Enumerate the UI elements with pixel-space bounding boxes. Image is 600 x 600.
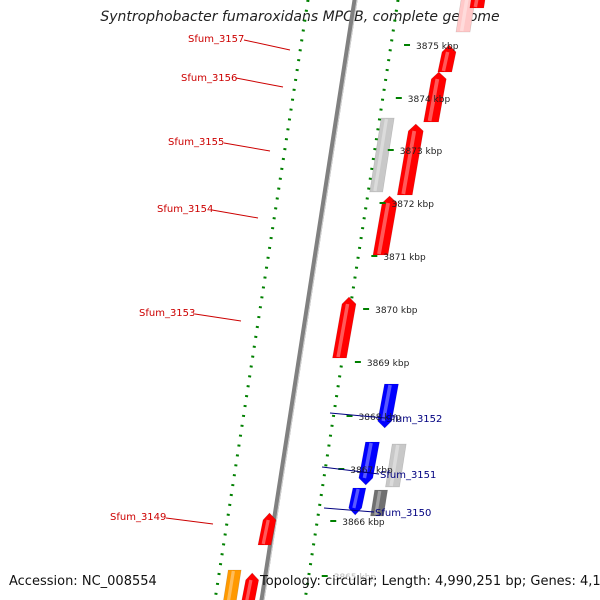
gene-top-red[interactable] [469, 0, 486, 9]
scale-tick-label: 3873 kbp [400, 147, 443, 157]
genome-backbone [259, 0, 358, 600]
scale-tick-label: 3875 kbp [416, 42, 459, 52]
gene-sfum-3153[interactable] [332, 296, 357, 359]
gene-label-sfum-3149[interactable]: Sfum_3149 [110, 512, 166, 523]
gene-sfum-3149[interactable] [257, 512, 277, 546]
scale-tick-label: 3871 kbp [383, 253, 426, 263]
length-value: 4,990,251 bp [435, 574, 522, 589]
gene-sfum-3153-shine [336, 303, 350, 358]
accession-label: Accession: [9, 574, 78, 589]
scale-tick-label: 3865 kbp [334, 573, 377, 583]
gene-sfum-3152[interactable] [377, 383, 399, 429]
gene-label-sfum-3152[interactable]: Sfum_3152 [386, 414, 442, 425]
topology-value: circular [324, 574, 374, 589]
gene-sfum-3157-shine [441, 51, 450, 72]
feature-darkgray-3150[interactable] [370, 489, 388, 517]
scale-tick-label: 3866 kbp [342, 518, 385, 528]
accession-info: Accession: NC_008554 [9, 574, 157, 589]
label-leader-line [165, 517, 214, 525]
gene-label-sfum-3153[interactable]: Sfum_3153 [139, 308, 195, 319]
scale-tick-label: 3872 kbp [392, 200, 435, 210]
genome-stats: Topology: circular; Length: 4,990,251 bp… [260, 574, 600, 589]
genes-value: 4,127 [579, 574, 600, 589]
map-title: Syntrophobacter fumaroxidans MPOB, compl… [100, 9, 500, 25]
gene-sfum-3156-shine [427, 78, 440, 122]
gene-features [222, 0, 486, 600]
feature-gray-3151-shine [389, 444, 400, 487]
gene-sfum-3150[interactable] [348, 487, 367, 516]
label-leader-line [211, 209, 259, 219]
label-leader-line [194, 313, 242, 322]
gene-labels: Sfum_3157 Sfum_3156 Sfum_3155 Sfum_3154 Sfum… [110, 34, 442, 525]
gene-bottom-red[interactable] [240, 572, 260, 600]
feature-gray-3151[interactable] [385, 443, 407, 488]
gene-label-sfum-3150[interactable]: Sfum_3150 [375, 508, 431, 519]
gene-sfum-3155[interactable] [396, 123, 424, 196]
gene-top-red-shine [473, 0, 479, 8]
scale-tick-label: 3870 kbp [375, 306, 418, 316]
gene-sfum-3154[interactable] [372, 195, 398, 256]
scale-tick-label: 3874 kbp [408, 95, 451, 105]
feature-pink-top-shine [459, 0, 469, 32]
backbone-line [259, 0, 358, 600]
label-leader-line [223, 142, 271, 152]
label-leader-line [243, 39, 291, 51]
label-leader-line [321, 466, 380, 475]
accession-value: NC_008554 [81, 574, 157, 589]
scale-tick-label: 3869 kbp [367, 359, 410, 369]
feature-gray-3155-shine [373, 118, 389, 192]
gene-sfum-3154-shine [377, 202, 390, 255]
feature-orange-shine [226, 570, 235, 600]
length-label: Length: [381, 574, 431, 589]
gene-label-sfum-3155[interactable]: Sfum_3155 [168, 137, 224, 148]
scale-tick-label: 3867 kbp [350, 466, 393, 476]
gene-sfum-3157[interactable] [437, 44, 457, 73]
gene-sfum-3155-shine [401, 130, 417, 195]
backbone-highlight [263, 0, 358, 600]
feature-orange[interactable] [222, 569, 242, 600]
gene-label-sfum-3154[interactable]: Sfum_3154 [157, 204, 213, 215]
topology-label: Topology: [260, 574, 321, 589]
gene-bottom-red-shine [245, 579, 253, 600]
gene-label-sfum-3157[interactable]: Sfum_3157 [188, 34, 244, 45]
label-leader-line [329, 412, 386, 419]
feature-gray-3155[interactable] [369, 117, 395, 193]
label-leader-line [235, 77, 284, 88]
ring-outer-left [213, 0, 310, 600]
gene-label-sfum-3156[interactable]: Sfum_3156 [181, 73, 237, 84]
genes-label: Genes: [530, 574, 576, 589]
gene-sfum-3150-shine [352, 488, 360, 509]
gene-sfum-3149-shine [261, 519, 270, 545]
feature-darkgray-3150-shine [374, 490, 382, 516]
gene-label-sfum-3151[interactable]: Sfum_3151 [380, 470, 436, 481]
gene-sfum-3156[interactable] [423, 71, 447, 123]
label-leader-line [323, 507, 375, 513]
gene-sfum-3152-shine [381, 384, 392, 422]
